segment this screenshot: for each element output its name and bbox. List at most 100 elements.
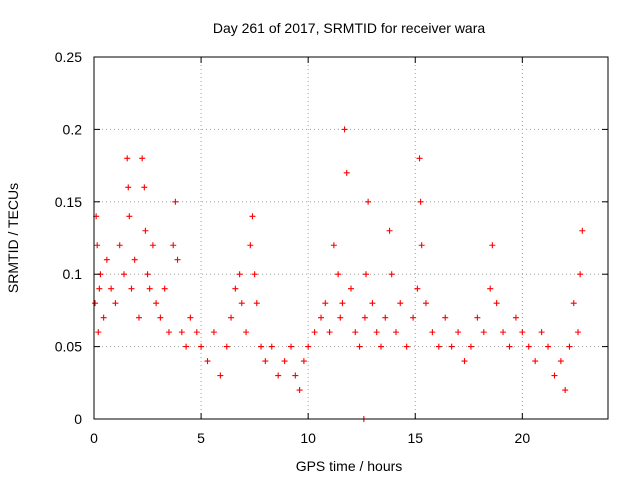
data-point — [487, 285, 494, 292]
data-point — [187, 314, 194, 321]
data-point — [172, 198, 179, 205]
data-point — [335, 271, 342, 278]
data-point — [193, 329, 200, 336]
data-point — [489, 242, 496, 249]
data-point — [96, 285, 103, 292]
data-point — [112, 300, 119, 307]
data-point — [165, 329, 172, 336]
data-point — [566, 343, 573, 350]
data-point — [493, 300, 500, 307]
y-tick-label: 0.05 — [55, 339, 82, 355]
data-point — [258, 343, 265, 350]
y-tick-label: 0.15 — [55, 194, 82, 210]
data-point — [131, 256, 138, 263]
data-point — [337, 314, 344, 321]
x-tick-label: 10 — [300, 430, 316, 446]
data-point — [232, 285, 239, 292]
data-point — [128, 285, 135, 292]
data-point — [300, 358, 307, 365]
data-point — [108, 285, 115, 292]
data-point — [170, 242, 177, 249]
data-point — [562, 387, 569, 394]
x-tick-label: 15 — [407, 430, 423, 446]
data-point — [251, 271, 258, 278]
data-point — [418, 242, 425, 249]
data-point — [373, 329, 380, 336]
data-point — [116, 242, 123, 249]
data-point — [410, 314, 417, 321]
data-point — [305, 343, 312, 350]
y-tick-label: 0.25 — [55, 49, 82, 65]
data-point — [198, 343, 205, 350]
data-point — [403, 343, 410, 350]
data-point — [262, 358, 269, 365]
data-point — [352, 329, 359, 336]
data-point — [512, 314, 519, 321]
data-point — [538, 329, 545, 336]
data-point — [103, 256, 110, 263]
data-point — [532, 358, 539, 365]
data-point — [141, 184, 148, 191]
data-point — [326, 329, 333, 336]
data-point — [120, 271, 127, 278]
data-point — [146, 285, 153, 292]
data-point — [228, 314, 235, 321]
data-point — [178, 329, 185, 336]
data-point — [525, 343, 532, 350]
data-point — [575, 329, 582, 336]
x-tick-label: 20 — [515, 430, 531, 446]
data-points — [92, 126, 586, 422]
data-point — [330, 242, 337, 249]
data-point — [474, 314, 481, 321]
data-point — [161, 285, 168, 292]
data-point — [551, 372, 558, 379]
data-point — [388, 271, 395, 278]
data-point — [500, 329, 507, 336]
x-tick-label: 0 — [90, 430, 98, 446]
data-point — [253, 300, 260, 307]
data-point — [204, 358, 211, 365]
data-point — [247, 242, 254, 249]
axis-ticks: 0 0.05 0.1 0.15 0.2 0.25 0 5 10 15 20 — [55, 49, 608, 446]
data-point — [570, 300, 577, 307]
data-point — [95, 329, 102, 336]
data-point — [422, 300, 429, 307]
data-point — [183, 343, 190, 350]
data-point — [416, 155, 423, 162]
data-point — [480, 329, 487, 336]
data-point — [100, 314, 107, 321]
data-point — [341, 126, 348, 133]
data-point — [356, 343, 363, 350]
data-point — [268, 343, 275, 350]
data-point — [125, 184, 132, 191]
data-point — [361, 314, 368, 321]
data-point — [417, 198, 424, 205]
data-point — [369, 300, 376, 307]
x-tick-label: 5 — [197, 430, 205, 446]
data-point — [153, 300, 160, 307]
data-point — [236, 271, 243, 278]
data-point — [386, 227, 393, 234]
data-point — [311, 329, 318, 336]
data-point — [519, 329, 526, 336]
data-point — [557, 358, 564, 365]
data-point — [124, 155, 131, 162]
data-point — [281, 358, 288, 365]
data-point — [174, 256, 181, 263]
data-point — [579, 227, 586, 234]
x-axis-label: GPS time / hours — [296, 458, 403, 474]
data-point — [365, 198, 372, 205]
data-point — [126, 213, 133, 220]
data-point — [392, 329, 399, 336]
data-point — [339, 300, 346, 307]
y-axis-label: SRMTID / TECUs — [5, 183, 21, 293]
data-point — [435, 343, 442, 350]
data-point — [322, 300, 329, 307]
data-point — [382, 314, 389, 321]
data-point — [217, 372, 224, 379]
data-point — [275, 372, 282, 379]
data-point — [414, 285, 421, 292]
data-point — [249, 213, 256, 220]
